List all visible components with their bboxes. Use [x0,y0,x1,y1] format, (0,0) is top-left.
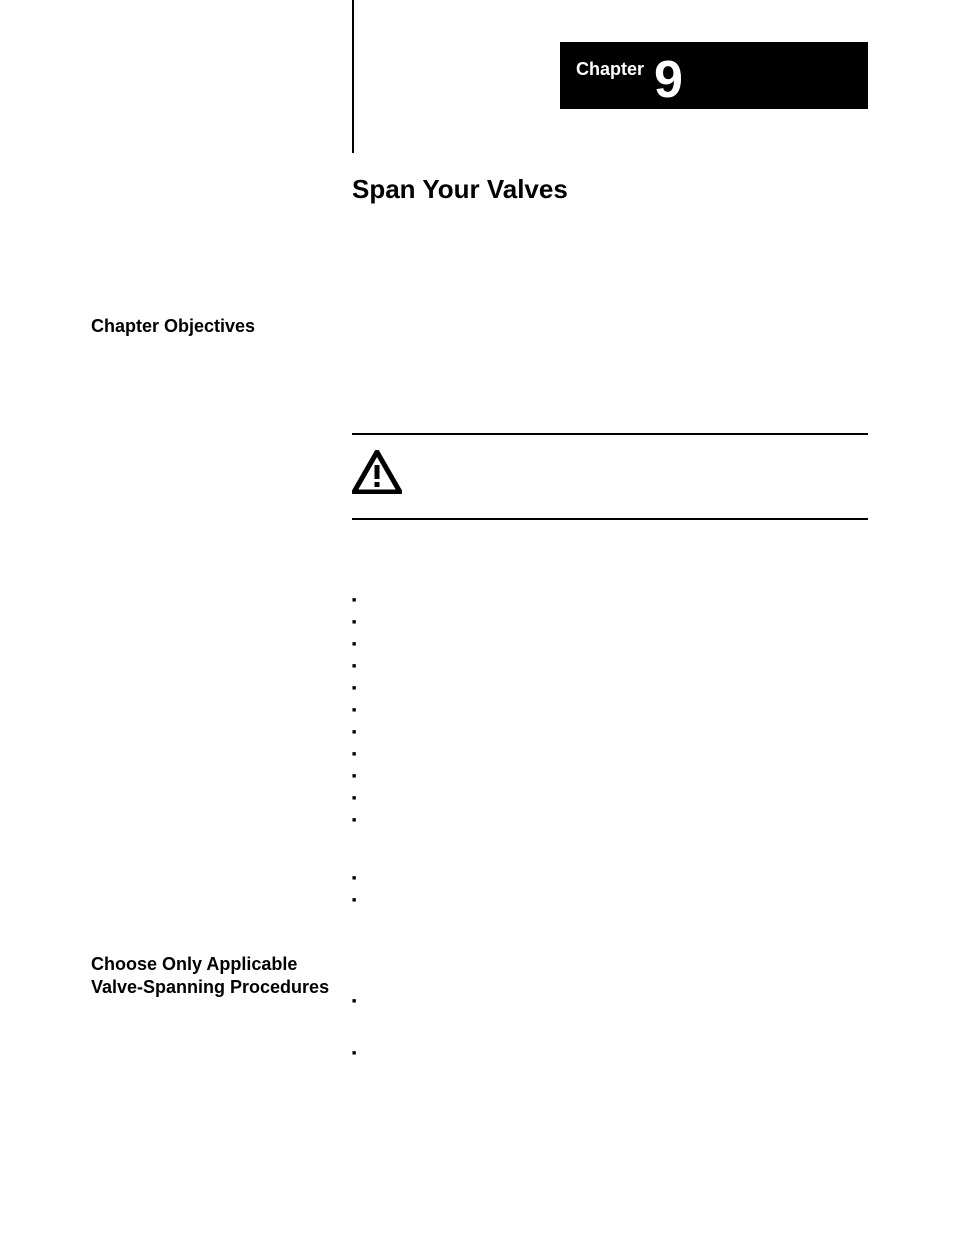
procedures-heading-line1: Choose Only Applicable [91,954,297,974]
list-item [352,894,364,904]
chapter-number: 9 [654,54,683,106]
chapter-label: Chapter [576,59,644,80]
bullet-list-procedures [352,995,364,1099]
attention-icon [352,450,402,499]
list-item [352,748,364,758]
list-item [352,814,364,824]
procedures-heading-line2: Valve-Spanning Procedures [91,977,329,997]
list-item [352,660,364,670]
bullet-list-secondary [352,872,364,916]
list-item [352,616,364,626]
chapter-objectives-heading: Chapter Objectives [91,316,255,337]
procedures-heading: Choose Only Applicable Valve-Spanning Pr… [91,953,329,1000]
list-item [352,638,364,648]
bullet-list-main [352,594,364,836]
horizontal-rule-top [352,433,868,435]
list-item [352,1047,364,1057]
list-item [352,995,364,1005]
list-item [352,682,364,692]
vertical-rule [352,0,354,153]
horizontal-rule-bottom [352,518,868,520]
list-item [352,726,364,736]
chapter-banner: Chapter 9 [560,42,868,109]
list-item [352,594,364,604]
chapter-title: Span Your Valves [352,174,568,205]
list-item [352,704,364,714]
list-item [352,872,364,882]
list-item [352,770,364,780]
list-item [352,792,364,802]
